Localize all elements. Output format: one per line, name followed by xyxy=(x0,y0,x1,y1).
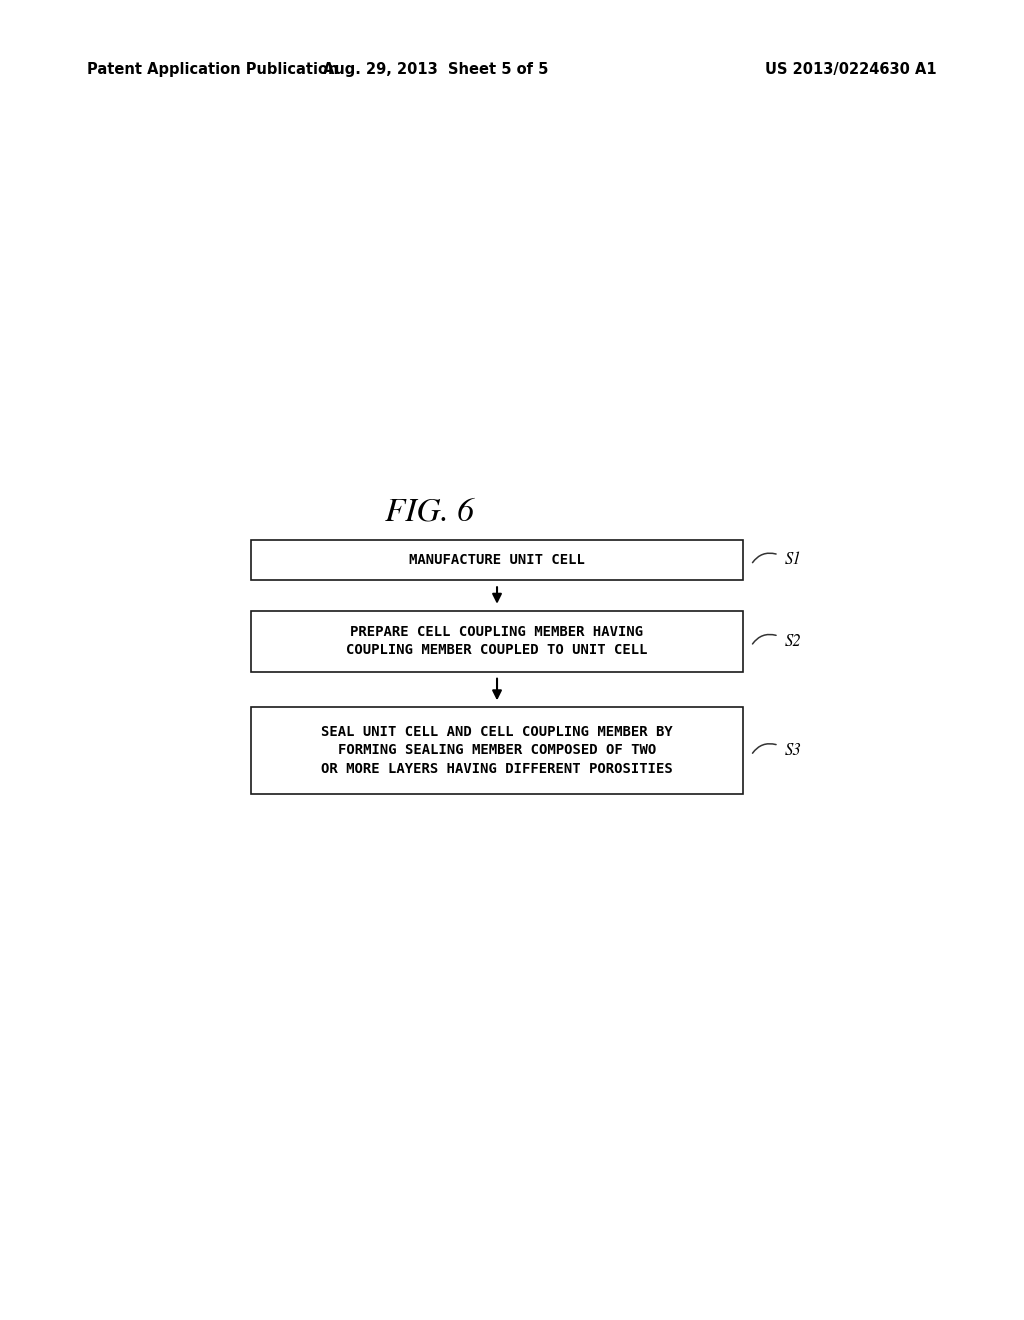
Text: MANUFACTURE UNIT CELL: MANUFACTURE UNIT CELL xyxy=(409,553,585,566)
Text: FIG. 6: FIG. 6 xyxy=(385,496,474,527)
Text: S1: S1 xyxy=(785,552,802,569)
Text: US 2013/0224630 A1: US 2013/0224630 A1 xyxy=(765,62,937,77)
Text: PREPARE CELL COUPLING MEMBER HAVING
COUPLING MEMBER COUPLED TO UNIT CELL: PREPARE CELL COUPLING MEMBER HAVING COUP… xyxy=(346,624,648,657)
Text: Patent Application Publication: Patent Application Publication xyxy=(87,62,339,77)
Text: Aug. 29, 2013  Sheet 5 of 5: Aug. 29, 2013 Sheet 5 of 5 xyxy=(323,62,548,77)
Text: S2: S2 xyxy=(785,632,802,649)
Text: SEAL UNIT CELL AND CELL COUPLING MEMBER BY
FORMING SEALING MEMBER COMPOSED OF TW: SEAL UNIT CELL AND CELL COUPLING MEMBER … xyxy=(322,725,673,776)
Text: S3: S3 xyxy=(785,742,802,759)
Bar xyxy=(251,611,743,672)
Bar xyxy=(251,708,743,793)
Bar xyxy=(251,540,743,581)
